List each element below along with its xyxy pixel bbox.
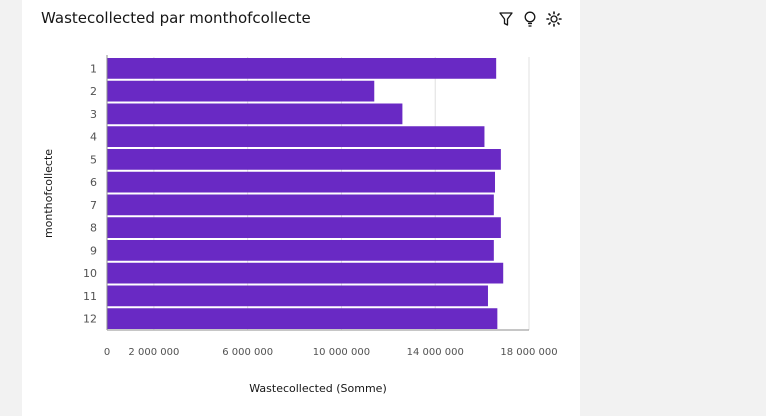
lightbulb-icon[interactable]	[522, 10, 538, 28]
bar	[107, 308, 498, 329]
bar	[107, 240, 494, 261]
x-tick-label: 10 000 000	[313, 347, 370, 358]
y-tick-label: 2	[90, 85, 97, 98]
y-tick-label: 11	[83, 290, 97, 303]
x-tick-label: 0	[104, 347, 110, 358]
bar	[107, 58, 497, 79]
axis-labels: 0 2 000 000 6 000 000 10 000 000 14 000 000 1…	[42, 62, 558, 395]
gridlines	[153, 57, 530, 330]
filter-icon[interactable]	[498, 10, 514, 28]
bar	[107, 126, 485, 147]
y-tick-label: 5	[90, 153, 97, 166]
x-tick-label: 18 000 000	[500, 347, 557, 358]
bar	[107, 80, 375, 102]
bar	[107, 194, 494, 216]
bar	[107, 103, 403, 125]
chart-title: Wastecollected par monthofcollecte	[41, 9, 311, 27]
y-tick-label: 3	[90, 108, 97, 121]
bar	[107, 171, 496, 193]
x-tick-label: 14 000 000	[407, 347, 464, 358]
bar	[107, 149, 501, 170]
x-tick-label: 2 000 000	[128, 347, 179, 358]
bar	[107, 217, 501, 238]
bar	[107, 262, 504, 284]
y-tick-label: 6	[90, 176, 97, 189]
x-axis-title: Wastecollected (Somme)	[249, 382, 386, 395]
bars	[107, 58, 504, 329]
axes	[106, 55, 529, 331]
settings-icon[interactable]	[546, 10, 562, 28]
y-tick-label: 7	[90, 199, 97, 212]
bar	[107, 285, 488, 307]
y-tick-label: 4	[90, 131, 97, 144]
y-axis-title: monthofcollecte	[42, 149, 55, 238]
y-tick-label: 8	[90, 222, 97, 235]
y-tick-label: 1	[90, 62, 97, 75]
y-tick-label: 9	[90, 244, 97, 257]
x-tick-label: 6 000 000	[222, 347, 273, 358]
chart-card: Wastecollected par monthofcollecte	[22, 0, 580, 416]
y-tick-label: 12	[83, 313, 97, 326]
bar-chart: 0 2 000 000 6 000 000 10 000 000 14 000 000 1…	[42, 55, 558, 395]
y-tick-label: 10	[83, 267, 97, 280]
